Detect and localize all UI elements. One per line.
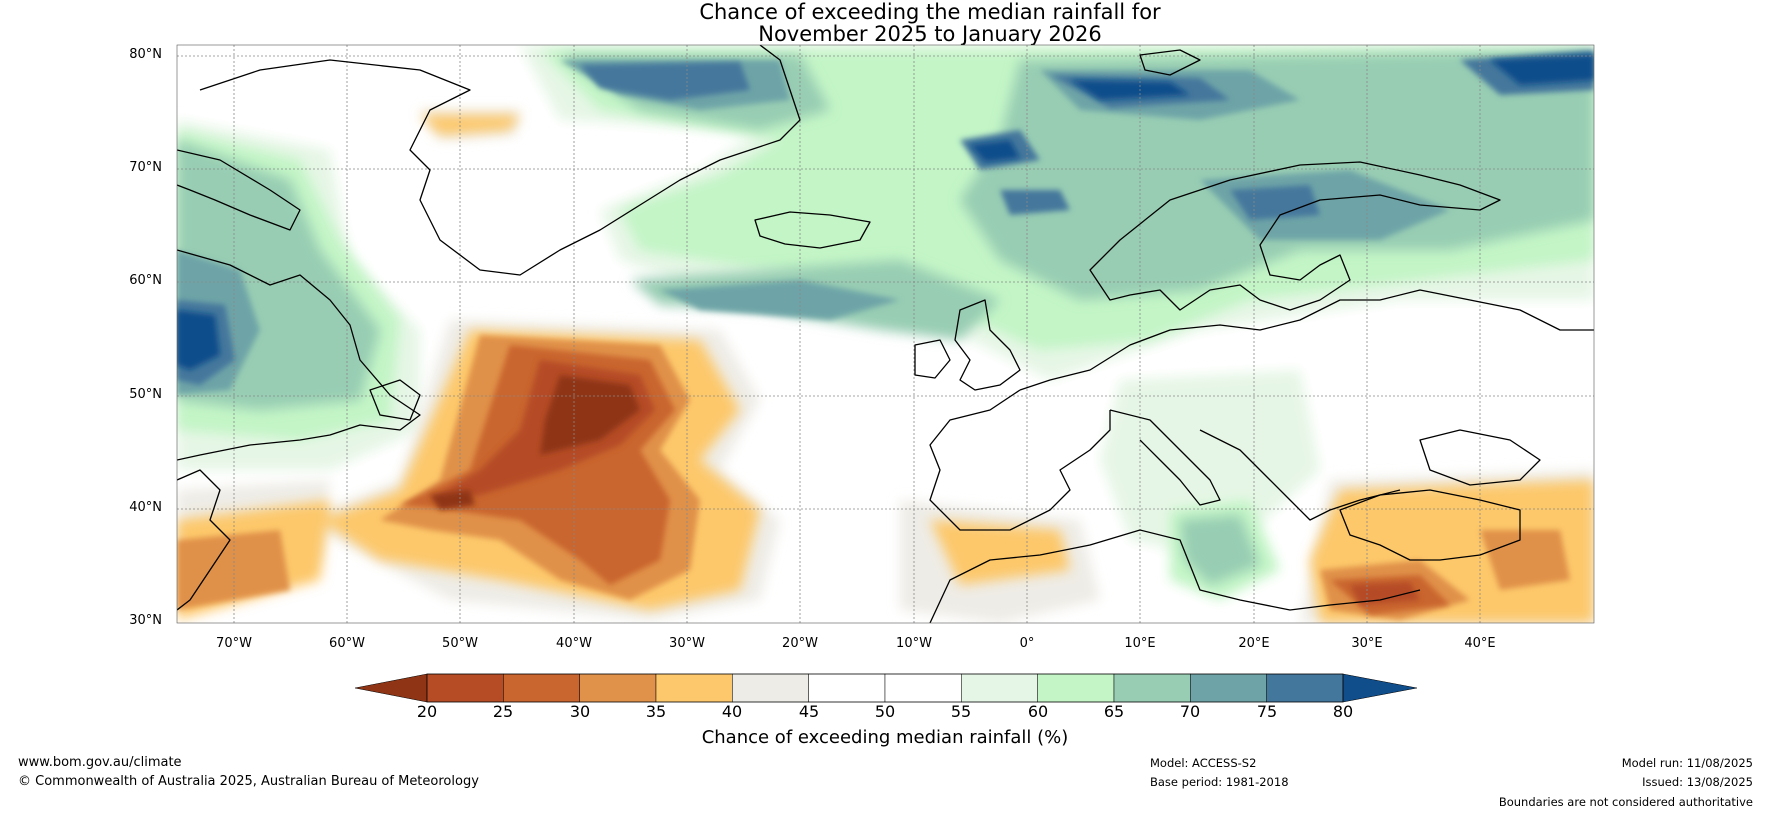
- coast-svalbard: [1139, 49, 1201, 76]
- colorbar-tick-30: 30: [569, 702, 591, 721]
- coastlines: [177, 45, 1594, 623]
- colorbar-tick-65: 65: [1103, 702, 1125, 721]
- coast-greenland: [199, 45, 801, 276]
- lon-label-20w: 20°W: [782, 636, 818, 651]
- colorbar-segment: [732, 673, 809, 703]
- lon-label-60w: 60°W: [329, 636, 365, 651]
- field-dark-blue: [177, 55, 1594, 370]
- colorbar-tick-50: 50: [874, 702, 896, 721]
- lat-label-80n: 80°N: [129, 47, 162, 62]
- colorbar-segment: [1266, 673, 1344, 703]
- coast-black-sea: [1419, 429, 1541, 486]
- colorbar-tick-80: 80: [1332, 702, 1354, 721]
- colorbar-extend-low: [354, 673, 428, 703]
- coast-north-africa: [929, 529, 1421, 623]
- lon-label-0: 0°: [1019, 636, 1035, 651]
- lon-label-70w: 70°W: [216, 636, 252, 651]
- colorbar-segment: [1190, 673, 1267, 703]
- coast-balkans: [1199, 429, 1401, 521]
- model-run-text: Model run: 11/08/2025: [1621, 756, 1753, 770]
- colorbar-tick-75: 75: [1256, 702, 1278, 721]
- colorbar-tick-55: 55: [950, 702, 972, 721]
- lat-label-50n: 50°N: [129, 387, 162, 402]
- coast-scandinavia: [1089, 161, 1501, 311]
- map-field: [177, 45, 1594, 623]
- colorbar-tick-60: 60: [1027, 702, 1049, 721]
- lon-label-30e: 30°E: [1351, 636, 1383, 651]
- lon-label-50w: 50°W: [442, 636, 478, 651]
- model-text: Model: ACCESS-S2: [1150, 756, 1257, 770]
- coast-labrador: [177, 249, 421, 461]
- colorbar-segment: [884, 673, 962, 703]
- coast-iceland: [754, 211, 871, 249]
- colorbar-tick-70: 70: [1179, 702, 1201, 721]
- coast-anatolia: [1339, 489, 1521, 561]
- website-link[interactable]: www.bom.gov.au/climate: [18, 755, 182, 770]
- lon-label-20e: 20°E: [1238, 636, 1270, 651]
- colorbar-segment: [1113, 673, 1191, 703]
- coast-ireland: [914, 339, 951, 379]
- lat-label-70n: 70°N: [129, 160, 162, 175]
- coast-newfoundland: [369, 379, 421, 421]
- map-frame: [176, 44, 1595, 624]
- issued-text: Issued: 13/08/2025: [1642, 775, 1753, 789]
- colorbar-segment: [503, 673, 580, 703]
- colorbar-label: Chance of exceeding median rainfall (%): [701, 727, 1069, 748]
- colorbar-segment: [961, 673, 1038, 703]
- lon-label-10e: 10°E: [1124, 636, 1156, 651]
- colorbar-tick-35: 35: [645, 702, 667, 721]
- lon-label-40w: 40°W: [556, 636, 592, 651]
- coast-iberia: [929, 389, 1111, 531]
- lat-label-30n: 30°N: [129, 613, 162, 628]
- disclaimer-text: Boundaries are not considered authoritat…: [1498, 795, 1753, 809]
- lon-label-40e: 40°E: [1464, 636, 1496, 651]
- base-period-text: Base period: 1981-2018: [1150, 775, 1289, 789]
- lon-label-30w: 30°W: [669, 636, 705, 651]
- map-title-line-1: Chance of exceeding the median rainfall …: [699, 0, 1161, 24]
- coast-baffin: [177, 149, 301, 231]
- colorbar-segments: [426, 673, 1344, 703]
- colorbar-frame: [426, 673, 1344, 703]
- colorbar-segment: [579, 673, 657, 703]
- coast-us-east: [177, 469, 231, 611]
- colorbar-extend-high: [1342, 673, 1418, 703]
- coast-italy: [1109, 409, 1221, 506]
- graticule: [177, 45, 1594, 623]
- coast-great-britain: [954, 299, 1021, 391]
- colorbar-segment: [426, 673, 504, 703]
- colorbar-tick-45: 45: [798, 702, 820, 721]
- lat-label-60n: 60°N: [129, 273, 162, 288]
- colorbar-segment: [1037, 673, 1115, 703]
- field-deep-brown: [430, 375, 640, 510]
- copyright-text: © Commonwealth of Australia 2025, Austra…: [18, 774, 479, 789]
- map-title-line-2: November 2025 to January 2026: [758, 22, 1102, 46]
- colorbar-tick-40: 40: [721, 702, 743, 721]
- colorbar-segment: [655, 673, 733, 703]
- lat-label-40n: 40°N: [129, 500, 162, 515]
- colorbar: [354, 673, 1418, 703]
- colorbar-segment: [808, 673, 886, 703]
- colorbar-tick-25: 25: [492, 702, 514, 721]
- coast-europe: [1019, 289, 1594, 391]
- lon-label-10w: 10°W: [896, 636, 932, 651]
- colorbar-tick-20: 20: [416, 702, 438, 721]
